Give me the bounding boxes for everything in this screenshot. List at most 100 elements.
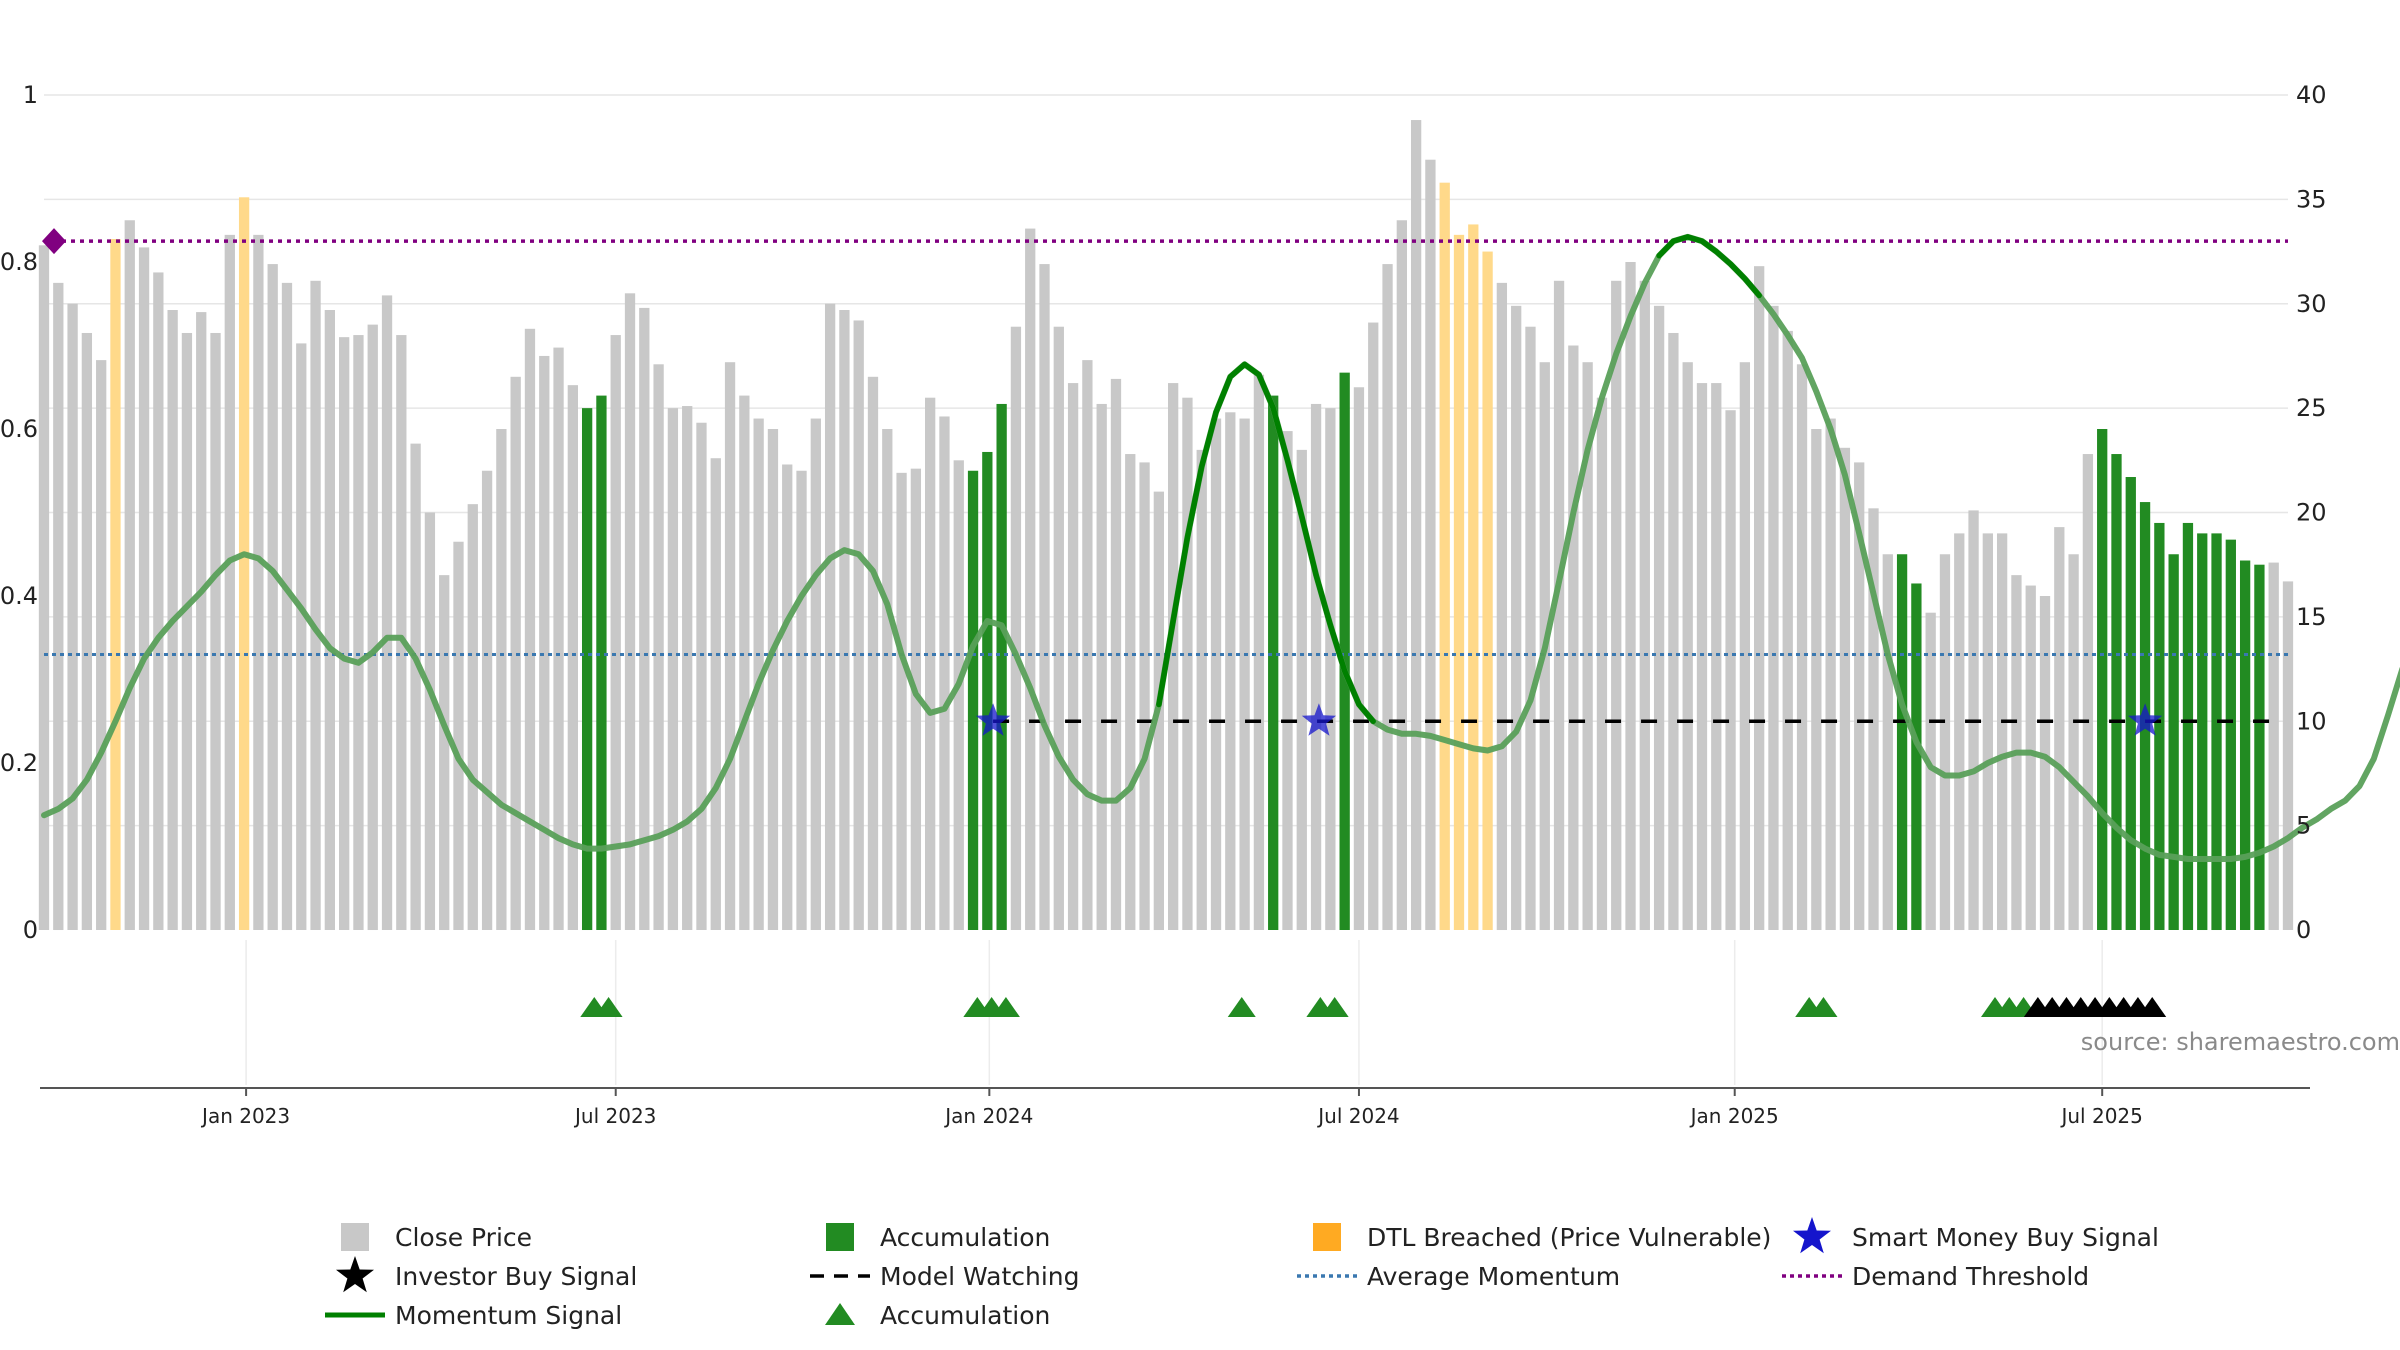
dtl-breached-bar [1468,224,1479,930]
close-price-bar [181,332,193,931]
accumulation-bar [2125,477,2136,930]
close-price-bar [1939,554,1951,930]
close-price-bar [1525,326,1536,931]
accumulation-marker [1320,997,1349,1017]
close-price-bar [2025,585,2036,930]
legend-dtl-breached-label: DTL Breached (Price Vulnerable) [1367,1223,1771,1252]
close-price-bar [310,280,321,930]
x-axis-tick-label: Jul 2023 [573,1104,656,1128]
legend-dtl-breached-symbol [1313,1223,1341,1251]
close-price-bar [910,468,922,930]
close-price-bar [1553,280,1565,930]
dtl-breached-bar [1482,251,1493,930]
close-price-bar [539,355,550,930]
close-price-bar [1382,264,1393,931]
close-price-bar [1768,305,1779,931]
right-axis-tick: 30 [2296,290,2327,318]
legend-accumulation-bar-symbol [826,1223,854,1251]
close-price-bar [1811,429,1822,930]
accumulation-bar [2097,429,2108,930]
close-price-bar [81,332,93,931]
close-price-bar [524,328,536,930]
close-price-bar [1682,362,1693,930]
close-price-bar [810,418,821,930]
close-price-bar [567,385,578,930]
accumulation-bar [2182,522,2194,930]
accumulation-marker [594,997,623,1017]
close-price-bar [1796,364,1808,930]
close-price-bar [1639,280,1650,930]
close-price-bar [1868,508,1879,930]
close-price-bar [2054,527,2065,930]
left-axis-tick: 0 [23,916,38,944]
close-price-bar [682,406,693,930]
close-price-bar [1496,282,1508,931]
close-price-bar [424,512,436,930]
accumulation-bar [2211,533,2222,931]
legend-average-momentum-label: Average Momentum [1367,1262,1620,1291]
close-price-bar [210,332,221,931]
close-price-bar [1053,326,1064,931]
close-price-bar [953,460,964,930]
close-price-bar [367,324,378,931]
accumulation-bar [967,470,979,930]
accumulation-bar [2254,564,2265,930]
close-price-bar [1125,454,1136,930]
right-axis-tick: 5 [2296,812,2311,840]
close-price-bar [824,303,836,930]
demand-threshold-marker [42,228,66,255]
close-price-bar [267,264,278,931]
right-axis-tick: 35 [2296,185,2327,213]
close-price-bar [1253,374,1265,931]
right-axis-tick: 40 [2296,81,2327,109]
accumulation-bar [2197,533,2208,931]
close-price-bar [624,293,636,930]
left-axis-tick: 0.8 [0,248,38,276]
close-price-bar [1425,159,1436,930]
legend-smart-money-symbol [1793,1217,1831,1254]
close-price-bar [53,282,64,931]
close-price-bar [1882,554,1893,930]
close-price-bar [1368,322,1379,930]
right-axis-tick: 20 [2296,499,2327,527]
accumulation-bar [581,408,593,931]
investor-buy-marker [2138,997,2167,1017]
legend-accumulation-marker-label: Accumulation [880,1301,1050,1330]
close-price-bar [1325,408,1336,931]
close-price-bar [1182,397,1193,930]
close-price-bar [639,307,650,930]
close-price-bar [339,337,350,930]
close-price-bar [296,343,307,930]
close-price-bar [796,470,807,930]
close-price-bar [1310,403,1322,930]
close-price-bar [1096,403,1107,930]
close-price-bar [610,335,621,930]
accumulation-bar [1268,395,1279,931]
close-price-bar [410,443,421,930]
momentum-signal-strong [1656,234,1762,299]
right-axis-tick: 15 [2296,603,2327,631]
close-price-bar [124,220,135,930]
close-price-bar [1353,387,1365,930]
close-price-bar [439,575,450,931]
close-price-bar [1067,383,1079,930]
close-price-bar [1210,418,1222,930]
legend-demand-threshold-label: Demand Threshold [1852,1262,2089,1291]
dtl-breached-bar [110,239,121,931]
close-price-bar [1739,362,1751,930]
close-price-bar [1511,305,1522,931]
close-price-bar [782,464,793,930]
close-price-bar [1039,264,1050,931]
close-price-bar [553,347,564,931]
close-price-bar [1668,332,1679,931]
close-price-bar [1782,330,1793,930]
close-price-bar [1110,378,1122,930]
accumulation-bar [2239,560,2251,930]
accumulation-bar [2168,554,2179,930]
close-price-bar [2268,562,2279,930]
close-price-bar [939,416,950,931]
close-price-bar [1696,383,1708,930]
close-price-bar [1854,462,1865,930]
